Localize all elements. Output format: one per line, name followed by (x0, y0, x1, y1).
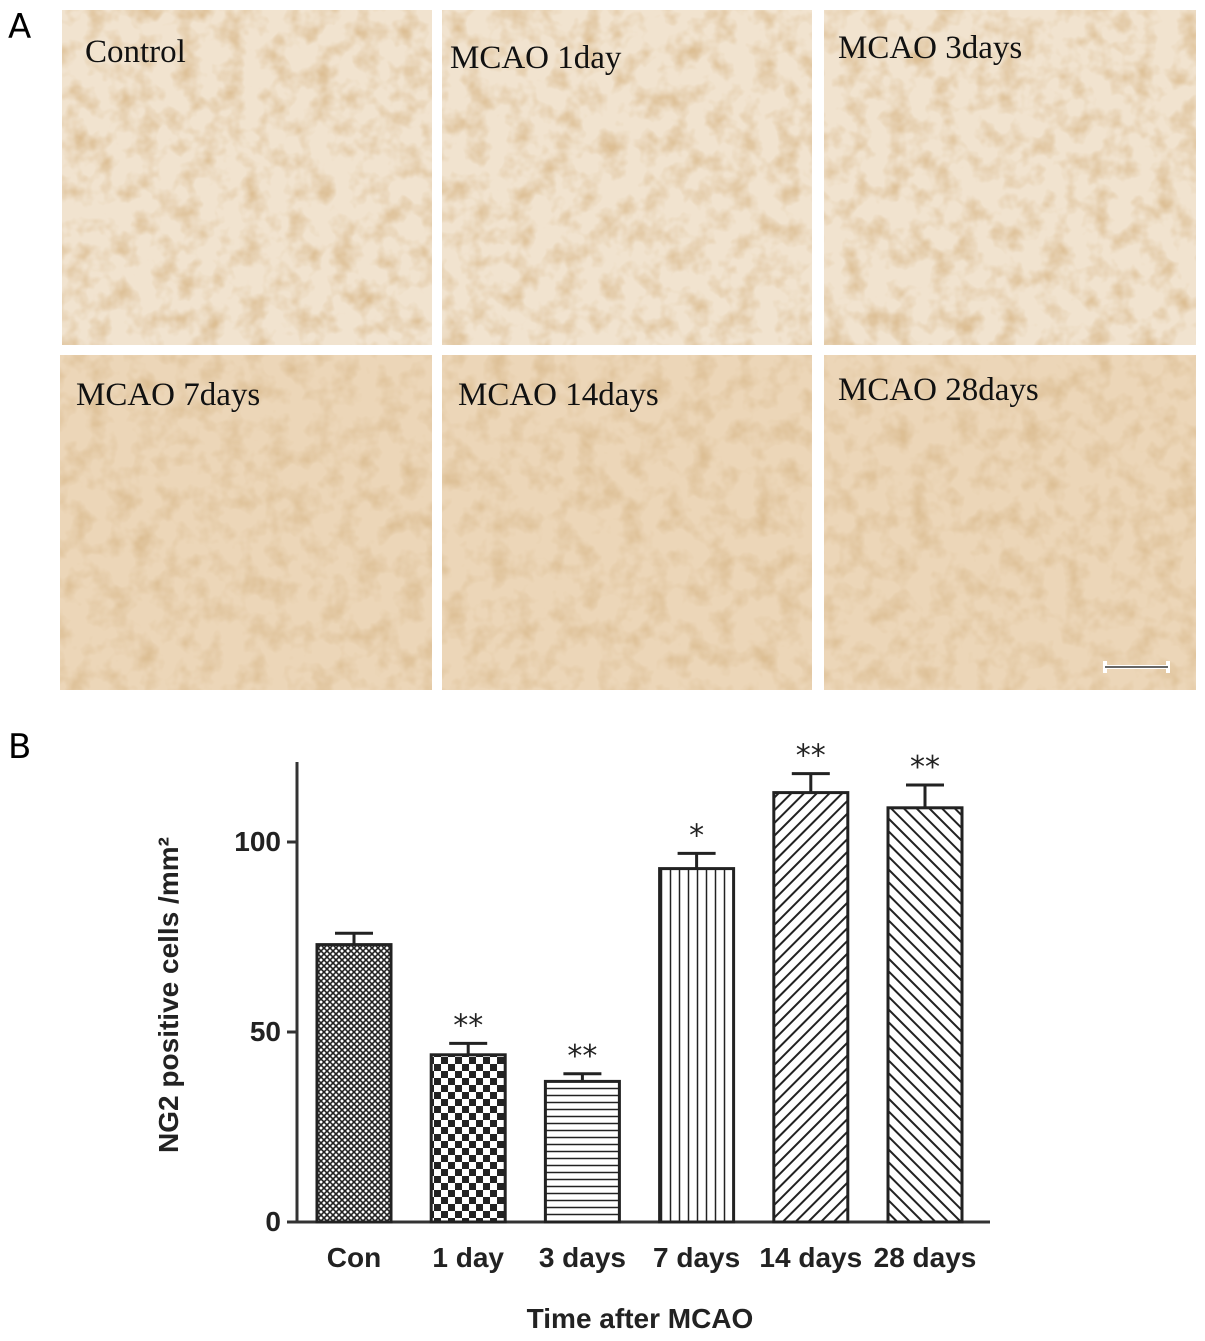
bar (315, 943, 393, 1224)
x-tick-label: 1 day (432, 1242, 504, 1273)
micrograph-label: MCAO 3days (838, 30, 1022, 66)
micrograph-label: MCAO 7days (76, 377, 260, 413)
y-tick-label: 50 (250, 1016, 281, 1047)
x-tick-label: Con (327, 1242, 381, 1273)
micrograph-texture (442, 355, 812, 690)
error-bar (335, 931, 373, 945)
bar (658, 867, 736, 1224)
x-tick-label: 14 days (759, 1242, 862, 1273)
x-axis-title: Time after MCAO (527, 1303, 754, 1334)
micrograph-label: MCAO 1day (450, 40, 622, 76)
error-bar (906, 783, 944, 808)
panel-letter: A (8, 7, 31, 47)
error-bar (449, 1041, 488, 1055)
error-bar (677, 851, 716, 869)
micrographs: Control MCAO 1day MCAO 3days MCAO 7days … (60, 10, 1196, 690)
significance: * (689, 818, 704, 853)
micrograph-texture (824, 10, 1196, 345)
significance: ** (910, 750, 940, 785)
y-axis-title: NG2 positive cells /mm² (153, 837, 184, 1153)
micrograph-texture (824, 355, 1196, 690)
x-tick-label: 7 days (653, 1242, 740, 1273)
bar (772, 791, 850, 1224)
micrograph-label: MCAO 14days (458, 377, 659, 413)
micrograph-texture (60, 355, 432, 690)
micrograph-texture (442, 10, 812, 345)
significance: ** (453, 1008, 483, 1043)
plot: 0 50 100 Con 1 day ** 3 days ** 7 days * 14 days **… (234, 739, 990, 1273)
significance: ** (567, 1039, 597, 1074)
error-bar (791, 772, 830, 793)
micrograph-label: MCAO 28days (838, 372, 1039, 408)
bar (886, 806, 964, 1224)
y-tick-label: 100 (234, 826, 281, 857)
x-tick-label: 28 days (874, 1242, 977, 1273)
micrograph-texture (62, 10, 432, 345)
bar (429, 1053, 507, 1224)
bar (543, 1079, 621, 1224)
x-tick-label: 3 days (539, 1242, 626, 1273)
panel-letter: B (8, 727, 31, 767)
y-tick-label: 0 (265, 1206, 281, 1237)
significance: ** (796, 739, 826, 774)
micrograph-label: Control (85, 34, 186, 70)
